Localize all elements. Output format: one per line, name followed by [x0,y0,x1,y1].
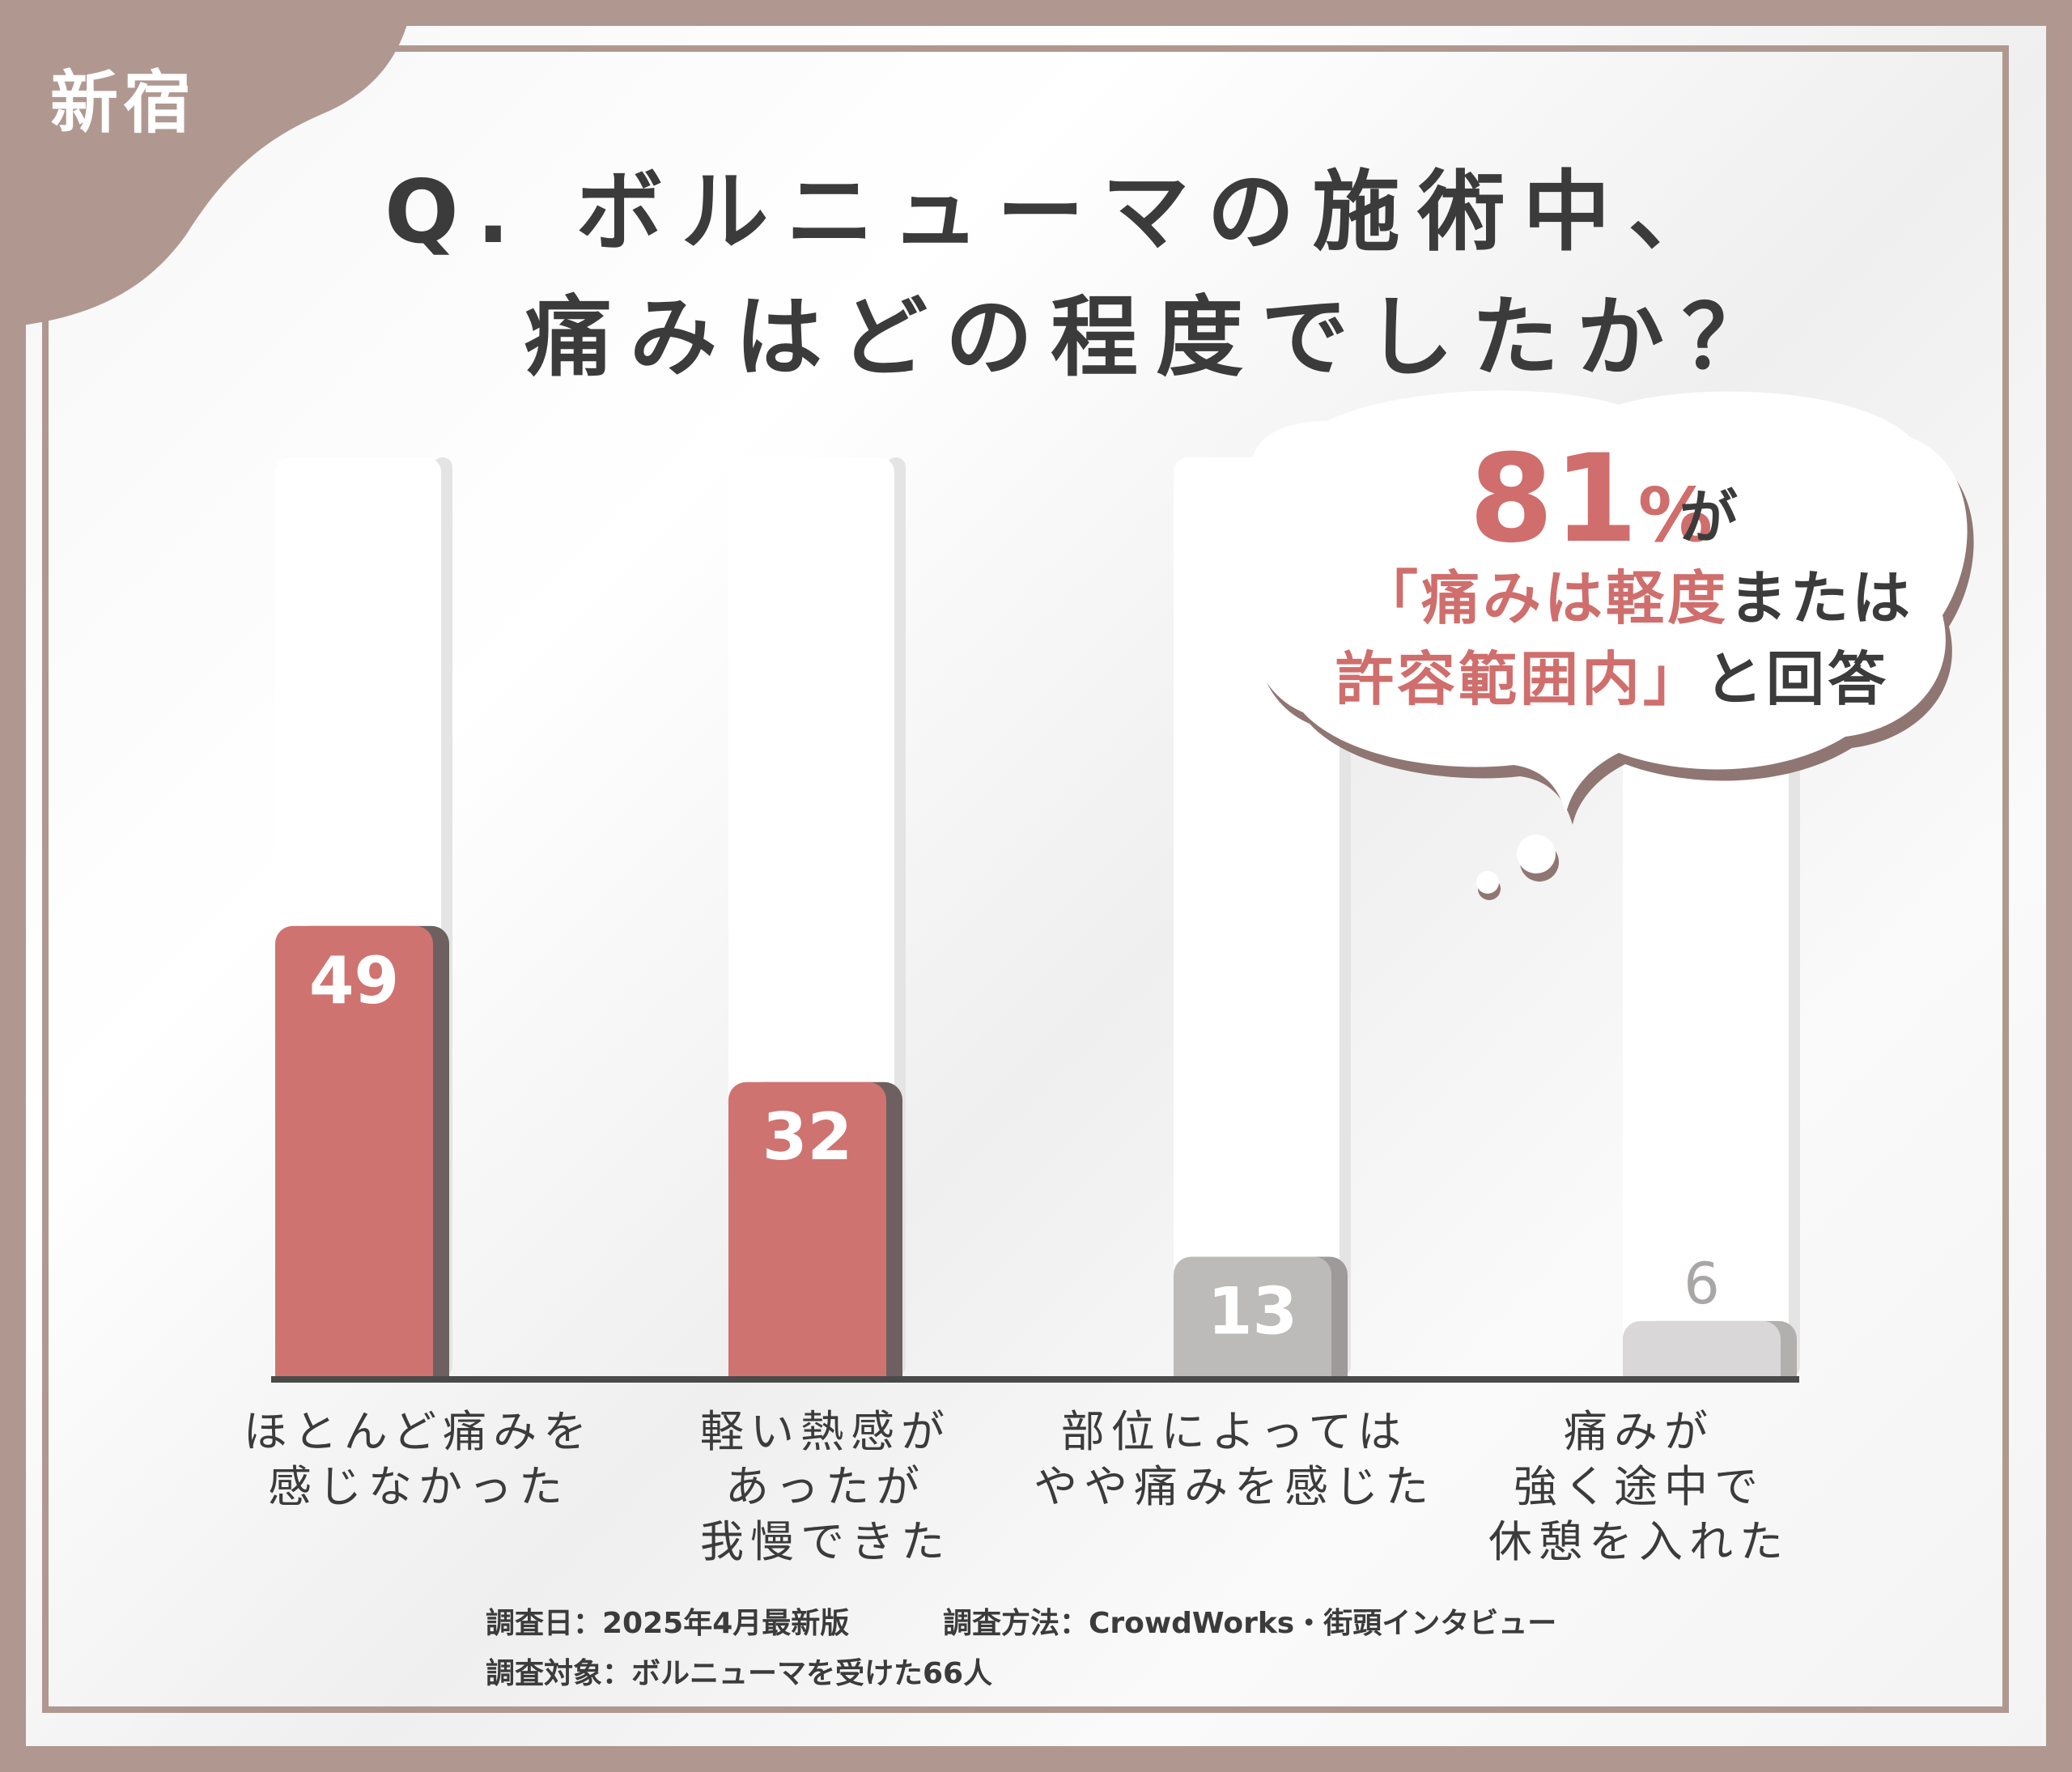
callout-line2: 「痛みは軽度または [1360,550,1913,635]
category-label-line: 強く途中で [1514,1461,1764,1512]
category-label-line: やや痛みを感じた [1034,1461,1435,1512]
bar [728,1081,886,1377]
corner-blob [0,0,413,328]
bar [1174,1256,1331,1377]
data-label: 32 [762,1099,852,1175]
callout-line3-dark: と回答 [1705,645,1890,713]
data-label: 6 [1684,1251,1720,1317]
callout-percent-unit: % [1637,472,1713,559]
category-label-line: 我慢できた [700,1516,951,1567]
bar-base [728,1352,886,1376]
category-label-line: 休憩を入れた [1488,1516,1790,1567]
data-label: 13 [1208,1273,1297,1349]
data-label: 49 [309,943,399,1018]
category-label: 部位によっては やや痛みを感じた [991,1404,1477,1515]
footer-survey-target: 調査対象：ボルニューマを受けた66人 [486,1657,993,1690]
category-label-line: ほとんど痛みを [243,1406,594,1457]
callout-line3-pink: 許容範囲内」 [1335,645,1705,713]
footer-survey-method: 調査方法：CrowdWorks・街頭インタビュー [943,1607,1557,1640]
category-label-line: あったが [725,1461,926,1512]
question-title-line1: Q. ボルニューマの施術中、 [384,162,1734,263]
footer-survey-date: 調査日：2025年4月最新版 [486,1607,850,1640]
callout-suffix: が [1679,483,1739,551]
category-label-line: 軽い熱感が [700,1406,951,1457]
inner-frame [42,45,2009,1713]
callout-line2-pink: 「痛みは軽度 [1360,564,1730,632]
category-label: 軽い熱感が あったが 我慢できた [583,1404,1068,1570]
region-label: 新宿 [50,63,197,142]
category-label: ほとんど痛みを 感じなかった [176,1404,661,1515]
bubble-dot-small [1476,871,1499,894]
bar-base [1174,1352,1331,1376]
bubble-body [1250,390,1968,814]
bar-base [1623,1352,1781,1376]
bar [275,925,433,1377]
category-label-line: 部位によっては [1060,1406,1408,1457]
x-axis-line [271,1376,1799,1383]
bar-base [275,1352,433,1376]
category-label: 痛みが 強く途中で 休憩を入れた [1396,1404,1882,1570]
question-title-line2: 痛みはどの程度でしたか？ [524,287,1788,389]
callout-line2-dark: または [1729,564,1914,632]
category-label-line: 感じなかった [268,1461,569,1512]
bubble-dot-large [1517,835,1556,873]
callout-percent: 81% [1469,429,1713,570]
category-label-line: 痛みが [1564,1406,1714,1457]
callout-line3: 許容範囲内」と回答 [1335,631,1889,716]
callout-percent-value: 81 [1469,429,1638,570]
